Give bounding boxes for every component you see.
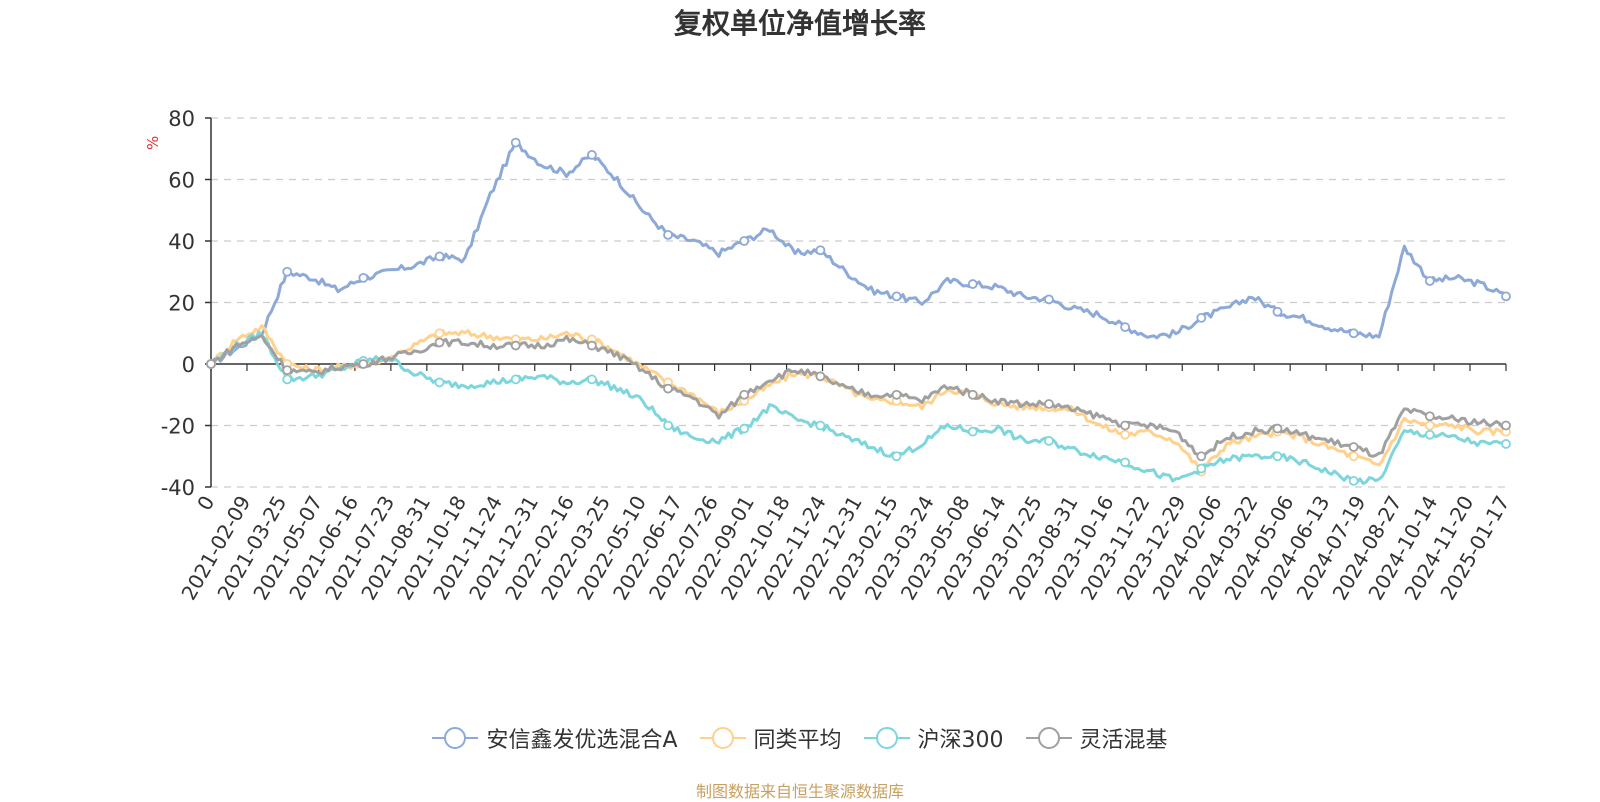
legend-item-fund[interactable]: 安信鑫发优选混合A <box>432 722 678 754</box>
series-line <box>209 139 1508 365</box>
data-point <box>815 371 826 382</box>
data-point <box>1424 420 1435 431</box>
legend-label: 沪深300 <box>917 728 1004 753</box>
data-point <box>510 137 521 148</box>
data-point <box>1120 457 1131 468</box>
data-point <box>1196 312 1207 323</box>
data-point <box>1348 475 1359 486</box>
data-point <box>1424 276 1435 286</box>
legend-label: 安信鑫发优选混合A <box>486 728 678 753</box>
y-tick-label: 80 <box>168 107 195 131</box>
data-point <box>206 359 216 369</box>
data-point <box>586 149 597 160</box>
data-point <box>358 272 369 283</box>
y-tick-label: 0 <box>182 353 195 377</box>
y-tick-label: -20 <box>161 415 195 439</box>
data-point <box>815 420 826 431</box>
legend-item-csi300[interactable]: 沪深300 <box>863 722 1004 754</box>
data-point <box>1424 411 1435 422</box>
data-point <box>1501 291 1511 302</box>
legend-label: 同类平均 <box>753 728 842 753</box>
y-tick-label: -40 <box>161 476 195 500</box>
data-point <box>1272 423 1283 434</box>
y-tick-label: 60 <box>168 169 195 193</box>
data-source-note: 制图数据来自恒生聚源数据库 <box>695 782 904 801</box>
data-point <box>1196 451 1207 462</box>
data-point <box>282 365 293 376</box>
data-point <box>663 383 673 394</box>
data-point <box>891 389 902 400</box>
data-point <box>1501 439 1511 449</box>
legend-marker-icon <box>1025 727 1072 749</box>
legend-marker-icon <box>863 727 910 749</box>
data-point <box>739 423 750 434</box>
data-point <box>1272 306 1283 317</box>
legend-marker-icon <box>432 727 479 749</box>
data-point <box>282 266 293 277</box>
data-point <box>358 359 369 369</box>
chart-title: 复权单位净值增长率 <box>673 7 926 40</box>
chart-legend: 安信鑫发优选混合A 同类平均 沪深300 灵活混基 <box>0 722 1600 754</box>
data-point <box>434 251 445 262</box>
data-point <box>739 236 750 246</box>
legend-label: 灵活混基 <box>1079 728 1168 753</box>
series-line <box>209 334 1507 458</box>
data-point <box>1196 463 1207 474</box>
data-point <box>1424 429 1435 440</box>
data-point <box>1348 328 1359 339</box>
data-point <box>434 337 445 348</box>
data-point <box>967 279 978 289</box>
legend-item-flexible-fund[interactable]: 灵活混基 <box>1025 722 1168 754</box>
data-point <box>1348 442 1359 452</box>
data-point <box>815 245 826 256</box>
series-line <box>210 330 1507 485</box>
legend-marker-icon <box>699 727 746 749</box>
y-tick-label: 20 <box>168 292 195 316</box>
data-point <box>1120 322 1131 333</box>
legend-item-peer-average[interactable]: 同类平均 <box>699 722 842 754</box>
data-point <box>510 374 521 385</box>
data-point <box>1044 294 1054 305</box>
data-point <box>1501 420 1511 431</box>
y-tick-label: 40 <box>168 230 195 254</box>
data-point <box>282 374 293 385</box>
data-point <box>663 420 673 431</box>
data-point <box>739 389 750 400</box>
x-tick-label: 0 <box>192 492 219 515</box>
data-point <box>1044 435 1054 446</box>
data-point <box>1044 399 1054 409</box>
data-point <box>1272 451 1283 462</box>
data-point <box>1348 451 1359 462</box>
data-point <box>586 374 597 385</box>
data-point <box>510 340 521 351</box>
data-point <box>586 340 597 351</box>
data-point <box>967 426 978 437</box>
series-line <box>210 324 1507 475</box>
data-point <box>891 451 902 462</box>
data-point <box>434 328 445 339</box>
data-point <box>1120 420 1131 431</box>
data-point <box>663 229 673 240</box>
data-point <box>434 377 445 388</box>
data-point <box>1120 429 1131 440</box>
data-point <box>891 291 902 302</box>
data-point <box>967 389 978 400</box>
